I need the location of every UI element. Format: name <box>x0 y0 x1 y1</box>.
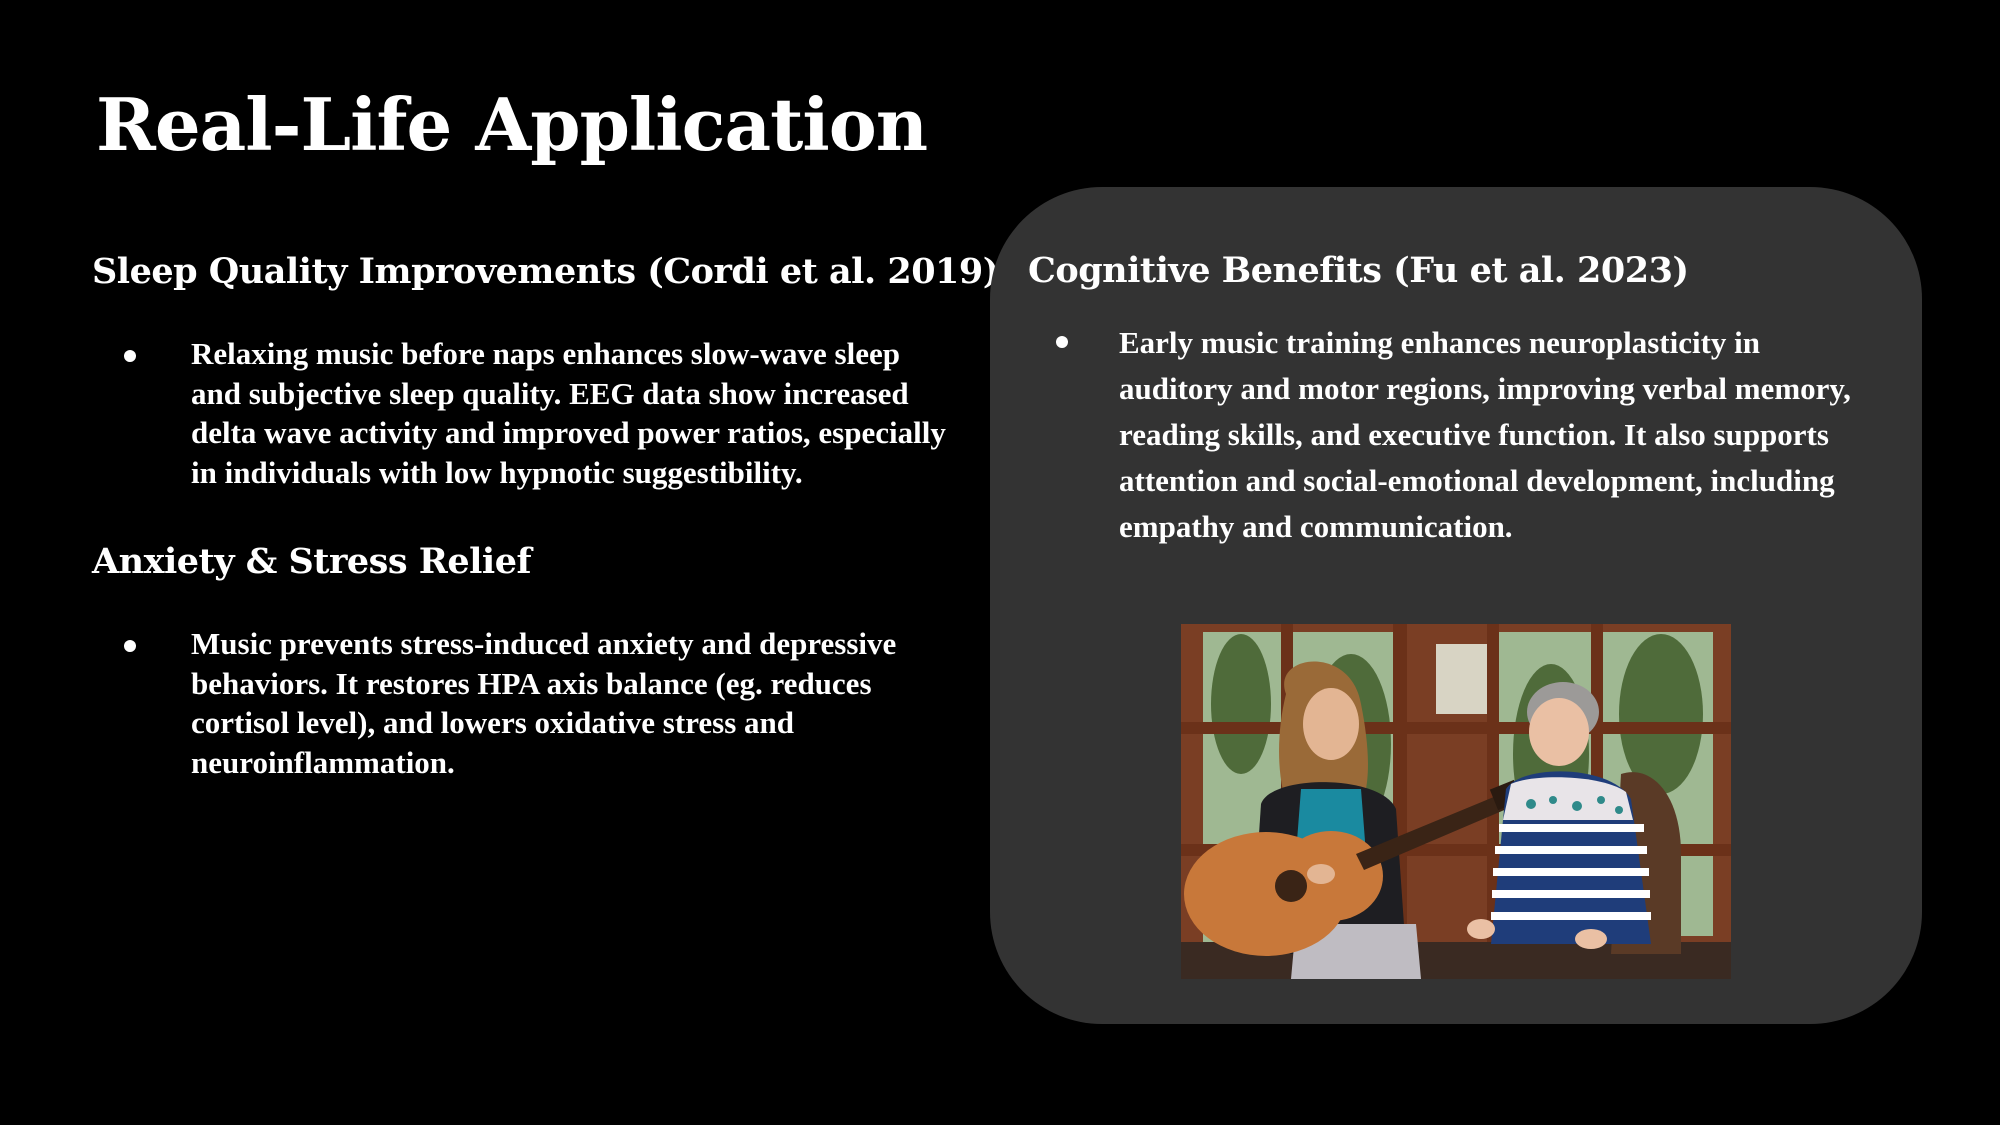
photo-guitar-duo-icon <box>1181 624 1731 979</box>
music-therapy-photo <box>1181 624 1731 979</box>
bullet-dot-icon <box>124 350 136 362</box>
sleep-bullet-list: Relaxing music before naps enhances slow… <box>92 334 952 492</box>
bullet-dot-icon <box>124 640 136 652</box>
list-item: Early music training enhances neuroplast… <box>1028 320 1878 550</box>
anxiety-heading: Anxiety & Stress Relief <box>92 541 532 582</box>
cognitive-bullet-text: Early music training enhances neuroplast… <box>1119 325 1851 544</box>
bullet-dot-icon <box>1056 336 1068 348</box>
cognitive-card: Cognitive Benefits (Fu et al. 2023) Earl… <box>990 187 1922 1024</box>
list-item: Music prevents stress-induced anxiety an… <box>92 624 952 782</box>
anxiety-bullet-list: Music prevents stress-induced anxiety an… <box>92 624 952 782</box>
cognitive-heading: Cognitive Benefits (Fu et al. 2023) <box>1028 250 1689 291</box>
sleep-bullet-text: Relaxing music before naps enhances slow… <box>191 336 946 490</box>
list-item: Relaxing music before naps enhances slow… <box>92 334 952 492</box>
left-column: Sleep Quality Improvements (Cordi et al.… <box>92 248 999 782</box>
slide-title: Real-Life Application <box>96 82 928 167</box>
sleep-heading: Sleep Quality Improvements (Cordi et al.… <box>92 251 999 292</box>
anxiety-bullet-text: Music prevents stress-induced anxiety an… <box>191 626 897 780</box>
